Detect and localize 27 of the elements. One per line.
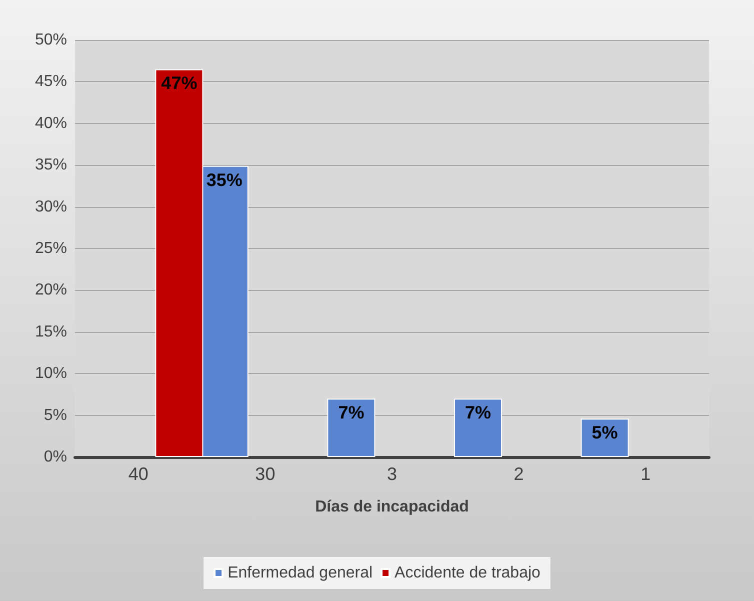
y-tick-label: 15% [34,323,67,340]
x-tick-label: 2 [514,464,524,484]
y-tick-label: 10% [34,365,67,382]
x-axis-title: Días de incapacidad [315,498,469,516]
data-label: 7% [338,402,364,423]
bar [327,398,376,457]
y-tick-label: 30% [34,198,67,216]
data-label: 35% [206,170,242,190]
x-tick-label: 3 [386,464,398,484]
x-tick-label: 30 [255,464,276,484]
legend-label: Enfermedad general [228,564,373,582]
y-tick-label: 0% [44,448,67,466]
y-tick-label: 25% [34,240,67,257]
data-label: 7% [464,402,492,423]
y-tick-label: 45% [34,73,67,90]
bar [454,398,502,457]
x-tick-label: 1 [640,464,651,484]
y-tick-label: 35% [34,156,67,174]
data-label: 5% [592,422,618,443]
x-tick-label: 40 [128,464,148,484]
legend-label: Accidente de trabajo [394,564,541,582]
y-tick-label: 20% [34,282,67,299]
bar [580,418,629,457]
y-tick-label: 50% [34,32,67,48]
data-label: 47% [161,73,198,94]
y-tick-label: 40% [34,114,67,132]
y-tick-label: 5% [44,406,67,424]
